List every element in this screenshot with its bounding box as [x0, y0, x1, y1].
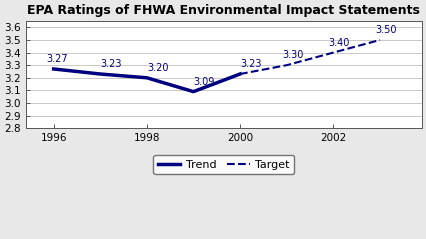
Target: [238, 73, 243, 76]
Trend: [144, 76, 150, 79]
Target: [331, 51, 336, 54]
Line: Trend: Trend: [54, 69, 240, 92]
Text: 3.20: 3.20: [147, 63, 168, 73]
Text: 3.23: 3.23: [240, 59, 262, 69]
Text: 3.30: 3.30: [282, 50, 303, 60]
Trend: [98, 73, 103, 76]
Trend: [191, 90, 196, 93]
Text: 3.50: 3.50: [375, 25, 397, 35]
Target: [284, 64, 289, 67]
Title: EPA Ratings of FHWA Environmental Impact Statements: EPA Ratings of FHWA Environmental Impact…: [27, 4, 420, 17]
Target: [377, 38, 383, 41]
Text: 3.23: 3.23: [100, 59, 122, 69]
Text: 3.09: 3.09: [193, 76, 215, 87]
Trend: [238, 73, 243, 76]
Text: 3.27: 3.27: [46, 54, 68, 64]
Text: 3.40: 3.40: [328, 38, 350, 48]
Line: Target: Target: [240, 40, 380, 74]
Trend: [51, 68, 56, 71]
Legend: Trend, Target: Trend, Target: [153, 155, 294, 174]
